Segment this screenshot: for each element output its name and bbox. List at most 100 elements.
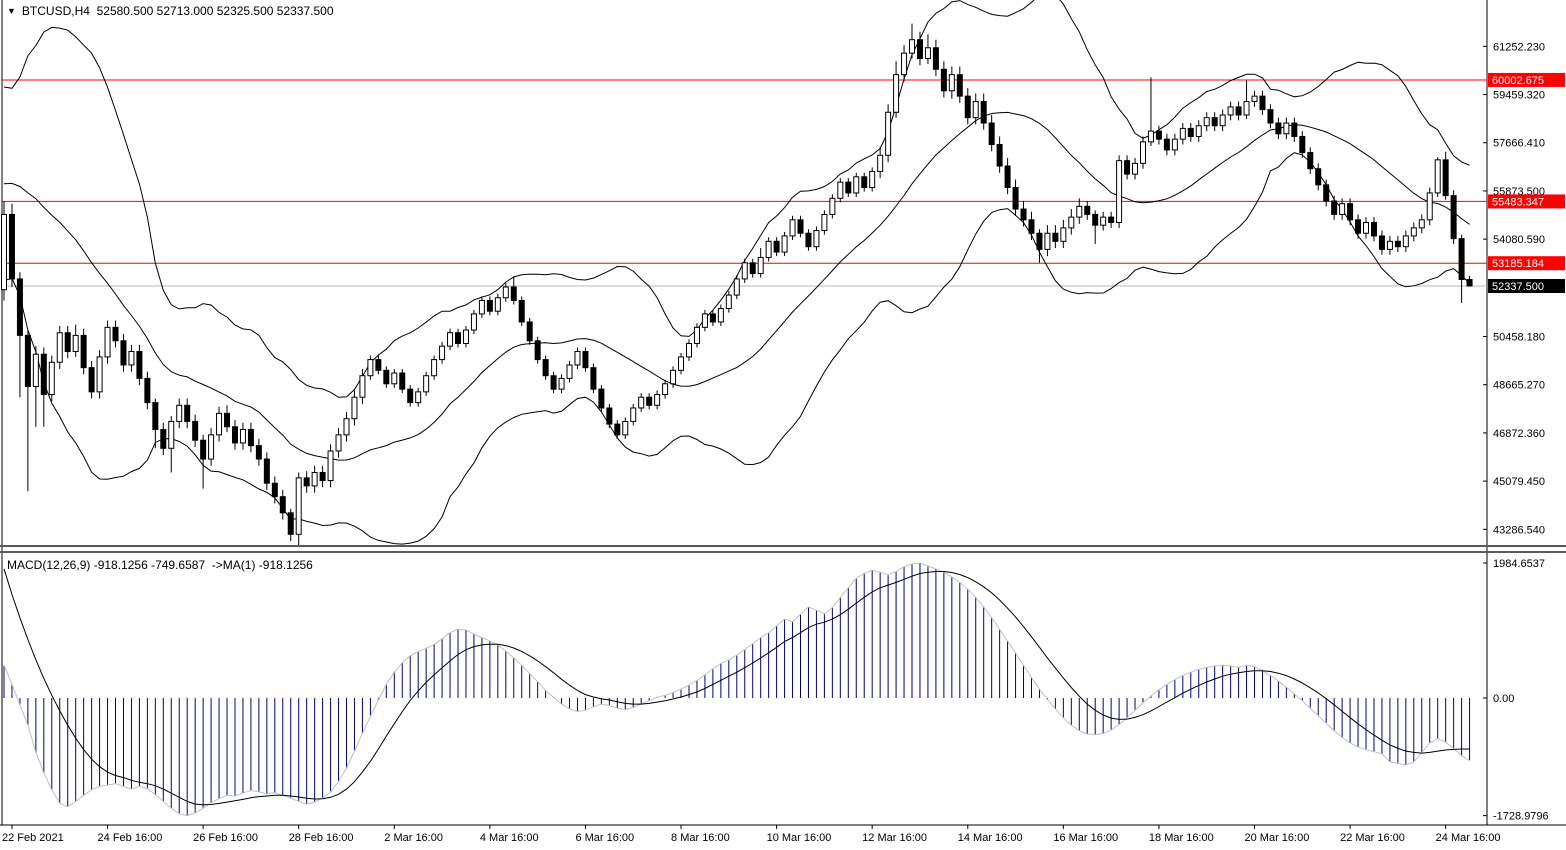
candle-bullish[interactable] [1410, 227, 1417, 237]
candle-bearish[interactable] [1291, 122, 1298, 137]
candle-bearish[interactable] [1355, 219, 1362, 234]
candle-bearish[interactable] [1466, 278, 1473, 287]
candle-bearish[interactable] [383, 369, 390, 385]
candle-bearish[interactable] [144, 377, 151, 404]
candle-bullish[interactable] [662, 383, 669, 396]
candle-bullish[interactable] [829, 197, 836, 215]
candle-bearish[interactable] [805, 232, 812, 248]
candle-bearish[interactable] [1331, 200, 1338, 215]
candle-bullish[interactable] [462, 329, 469, 344]
candle-bullish[interactable] [765, 240, 772, 258]
candle-bullish[interactable] [1147, 130, 1154, 143]
candle-bearish[interactable] [749, 262, 756, 275]
candle-bullish[interactable] [877, 154, 884, 172]
candle-bearish[interactable] [542, 359, 549, 377]
candle-bearish[interactable] [319, 471, 326, 482]
candle-bullish[interactable] [128, 351, 135, 366]
candle-bullish[interactable] [431, 359, 438, 377]
candle-bearish[interactable] [845, 181, 852, 194]
candle-bullish[interactable] [1386, 240, 1393, 250]
candle-bullish[interactable] [1339, 203, 1346, 215]
candle-bullish[interactable] [1426, 192, 1433, 221]
candle-bullish[interactable] [32, 353, 39, 387]
candle-bearish[interactable] [8, 213, 15, 280]
candle-bearish[interactable] [582, 351, 589, 369]
candle-bullish[interactable] [367, 359, 374, 377]
candle-bullish[interactable] [1100, 216, 1107, 226]
candle-bullish[interactable] [821, 213, 828, 232]
candle-bearish[interactable] [1187, 127, 1194, 137]
candle-bullish[interactable] [638, 396, 645, 409]
candle-bullish[interactable] [948, 74, 955, 92]
candle-bullish[interactable] [1243, 101, 1250, 116]
candle-bearish[interactable] [1163, 138, 1170, 151]
candle-bearish[interactable] [1259, 95, 1266, 111]
candle-bearish[interactable] [510, 286, 517, 301]
candle-bullish[interactable] [1434, 159, 1441, 194]
candle-bullish[interactable] [1060, 227, 1067, 242]
candle-bearish[interactable] [1370, 221, 1377, 237]
candle-bullish[interactable] [574, 351, 581, 366]
candle-bullish[interactable] [1, 213, 7, 291]
candle-bullish[interactable] [893, 74, 900, 113]
candle-bullish[interactable] [901, 52, 908, 76]
candle-bullish[interactable] [717, 308, 724, 323]
candle-bearish[interactable] [1020, 208, 1027, 221]
candle-bearish[interactable] [88, 367, 95, 393]
candle-bullish[interactable] [1227, 106, 1234, 116]
candle-bullish[interactable] [1418, 219, 1425, 229]
candle-bullish[interactable] [909, 39, 916, 54]
candle-bearish[interactable] [263, 458, 270, 484]
candle-bearish[interactable] [40, 353, 47, 396]
candle-bearish[interactable] [1004, 165, 1011, 189]
candle-bearish[interactable] [200, 439, 207, 460]
candle-bearish[interactable] [1235, 106, 1242, 116]
candle-bearish[interactable] [486, 299, 493, 312]
candle-bearish[interactable] [1307, 152, 1314, 170]
candle-bullish[interactable] [48, 361, 55, 396]
candle-bullish[interactable] [439, 345, 446, 361]
candle-bullish[interactable] [837, 181, 844, 199]
candle-bullish[interactable] [685, 342, 692, 358]
candle-bullish[interactable] [415, 391, 422, 404]
candle-bearish[interactable] [192, 420, 199, 441]
candle-bullish[interactable] [558, 377, 565, 390]
candle-bearish[interactable] [1012, 187, 1019, 210]
candle-bearish[interactable] [375, 359, 382, 371]
candle-bullish[interactable] [1068, 216, 1075, 229]
candle-bearish[interactable] [407, 388, 414, 404]
candle-bullish[interactable] [566, 364, 573, 379]
candle-bearish[interactable] [255, 445, 262, 460]
candle-bearish[interactable] [112, 326, 119, 342]
candle-bullish[interactable] [1251, 95, 1258, 103]
candle-bearish[interactable] [1275, 122, 1282, 135]
candle-bearish[interactable] [16, 278, 23, 336]
candle-bearish[interactable] [1036, 232, 1043, 250]
candle-bearish[interactable] [1108, 216, 1115, 223]
candle-bearish[interactable] [590, 367, 597, 390]
candle-bullish[interactable] [168, 420, 175, 449]
candle-bullish[interactable] [869, 170, 876, 189]
candle-bullish[interactable] [176, 404, 183, 422]
candle-bearish[interactable] [231, 426, 238, 444]
candle-bullish[interactable] [924, 47, 931, 60]
candle-bearish[interactable] [271, 482, 278, 498]
candle-bearish[interactable] [287, 512, 294, 535]
candle-bearish[interactable] [247, 428, 254, 447]
candle-bearish[interactable] [1155, 130, 1162, 140]
candle-bullish[interactable] [351, 396, 358, 420]
candle-bearish[interactable] [303, 477, 310, 487]
candle-bearish[interactable] [1347, 203, 1354, 221]
candle-bearish[interactable] [709, 313, 716, 323]
candle-bullish[interactable] [1179, 127, 1186, 140]
candle-bearish[interactable] [1442, 159, 1449, 197]
candle-bullish[interactable] [757, 256, 764, 275]
candle-bearish[interactable] [24, 334, 31, 387]
candle-bearish[interactable] [606, 407, 613, 425]
candle-bullish[interactable] [423, 375, 430, 393]
candle-bearish[interactable] [1124, 160, 1131, 175]
candle-bullish[interactable] [311, 471, 318, 487]
candle-bearish[interactable] [184, 404, 191, 422]
candle-bullish[interactable] [1139, 141, 1146, 164]
candle-bearish[interactable] [1092, 213, 1099, 226]
